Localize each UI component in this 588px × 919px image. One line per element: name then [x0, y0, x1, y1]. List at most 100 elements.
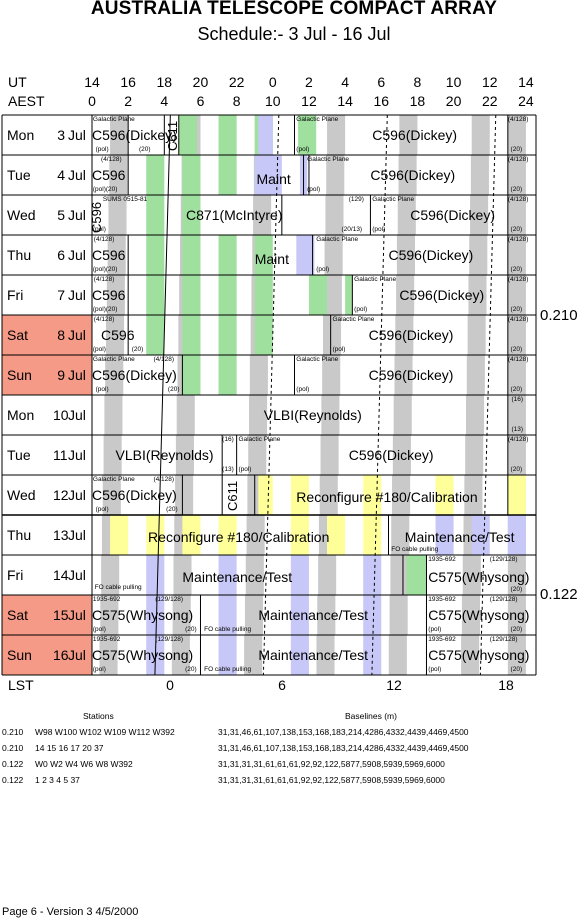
project-c575-whysong: C575(Whysong): [92, 647, 194, 663]
night-band: [388, 635, 407, 675]
aest-tick-label: 12: [301, 93, 317, 109]
note-source: 1935-692: [428, 556, 456, 563]
note-pol: (pol): [332, 346, 346, 353]
footer: Page 6 - Version 3 4/5/2000: [2, 906, 139, 918]
night-band: [470, 155, 489, 195]
night-band: [248, 435, 267, 475]
note-pol: (pol): [238, 466, 252, 473]
note-pol: (pol): [428, 666, 442, 673]
yellow-block: [435, 475, 454, 515]
day-label: Sun 9 Jul: [0, 367, 92, 385]
green-block: [298, 115, 317, 155]
project-maintenance-test: Maintenance/Test: [182, 569, 293, 585]
ut-axis-label: UT: [8, 74, 27, 90]
blue-block: [146, 595, 165, 635]
note-pol: (pol): [354, 306, 368, 313]
note-count: (20): [510, 586, 523, 593]
project-c596-dickey: C596(Dickey): [92, 487, 177, 503]
day-number: 14: [53, 567, 69, 583]
note-count: (20/13): [341, 226, 363, 233]
yellow-block: [290, 515, 309, 555]
note-count: (20): [185, 666, 197, 673]
night-band: [507, 435, 526, 475]
project-c596-dickey: C596(Dickey): [410, 207, 496, 223]
blue-block: [363, 555, 382, 595]
day-of-week: Thu: [7, 247, 32, 263]
aest-tick-label: 18: [409, 93, 426, 109]
day-label: Sat 8 Jul: [0, 327, 92, 345]
aest-tick-label: 8: [232, 93, 241, 109]
night-band: [322, 355, 341, 395]
note-count: (4/128): [507, 156, 529, 163]
aest-tick-label: 16: [373, 93, 390, 109]
night-band: [507, 155, 526, 195]
weekend-cell: [2, 635, 92, 675]
night-band: [389, 595, 408, 635]
note-count: (20): [139, 146, 151, 153]
night-band: [399, 115, 418, 155]
project-c575-whysong: C575(Whysong): [428, 569, 530, 585]
ut-tick-label: 2: [305, 74, 313, 90]
legend-config: 0.210: [2, 743, 24, 753]
day-of-week: Sat: [7, 607, 29, 623]
night-band: [176, 395, 195, 435]
night-band: [107, 235, 126, 275]
night-band: [464, 475, 483, 515]
day-month: Jul: [68, 607, 86, 623]
project-c596: C596: [92, 167, 126, 183]
day-month: Jul: [68, 447, 86, 463]
note-count: (4/128): [507, 356, 529, 363]
project-c596-dickey: C596(Dickey): [399, 287, 485, 303]
night-band: [326, 155, 345, 195]
day-number: 10: [53, 407, 69, 423]
ut-tick-label: 16: [120, 74, 136, 90]
night-band: [507, 595, 526, 635]
blue-block: [290, 595, 309, 635]
night-band: [396, 275, 415, 315]
night-band: [244, 635, 263, 675]
day-of-week: Wed: [7, 207, 36, 223]
night-band: [173, 555, 192, 595]
day-label: Mon 10 Jul: [0, 407, 92, 425]
note-count: (13): [511, 426, 524, 433]
aest-tick-label: 4: [160, 93, 169, 109]
note-source: SUMS 0515-81: [102, 196, 148, 203]
note-count: (129/128): [155, 636, 184, 643]
note-fo-cable: FO cable pulling: [94, 584, 142, 591]
day-of-week: Fri: [7, 287, 24, 303]
project-vlbi-reynolds: VLBI(Reynolds): [115, 447, 214, 463]
night-band: [393, 395, 412, 435]
note-count: (20): [510, 146, 523, 153]
aest-tick-label: 2: [124, 93, 133, 109]
night-band: [465, 435, 484, 475]
day-number: 8: [57, 327, 65, 343]
project-c611: C611: [224, 480, 240, 511]
blue-block: [471, 515, 490, 555]
note-galactic-plane: Galactic Plane: [372, 196, 415, 203]
legend-config: 0.122: [2, 775, 24, 785]
green-block: [254, 235, 273, 275]
note-galactic-plane: Galactic Plane: [296, 116, 339, 123]
yellow-block: [146, 515, 165, 555]
day-of-week: Mon: [7, 407, 35, 423]
day-of-week: Sun: [7, 647, 32, 663]
project-c596-dickey: C596(Dickey): [92, 127, 177, 143]
green-block: [182, 315, 201, 355]
night-band: [461, 595, 480, 635]
night-band: [465, 395, 485, 435]
day-label: Sun 16 Jul: [0, 647, 92, 665]
night-band: [106, 275, 125, 315]
project-c596-dickey: C596(Dickey): [348, 447, 434, 463]
green-block: [146, 195, 165, 235]
project-reconfigure: Reconfigure #180/Calibration: [148, 529, 330, 545]
night-band: [320, 435, 339, 475]
project-c596-dickey: C596(Dickey): [388, 247, 474, 263]
day-month: Jul: [68, 327, 86, 343]
legend-stations: 1 2 3 4 5 37: [35, 775, 80, 785]
yellow-block: [182, 515, 201, 555]
note-count: (20): [510, 186, 523, 193]
weekend-cell: [2, 315, 92, 355]
night-band: [461, 635, 480, 675]
green-block: [178, 115, 197, 155]
note-count: (129): [348, 196, 364, 203]
